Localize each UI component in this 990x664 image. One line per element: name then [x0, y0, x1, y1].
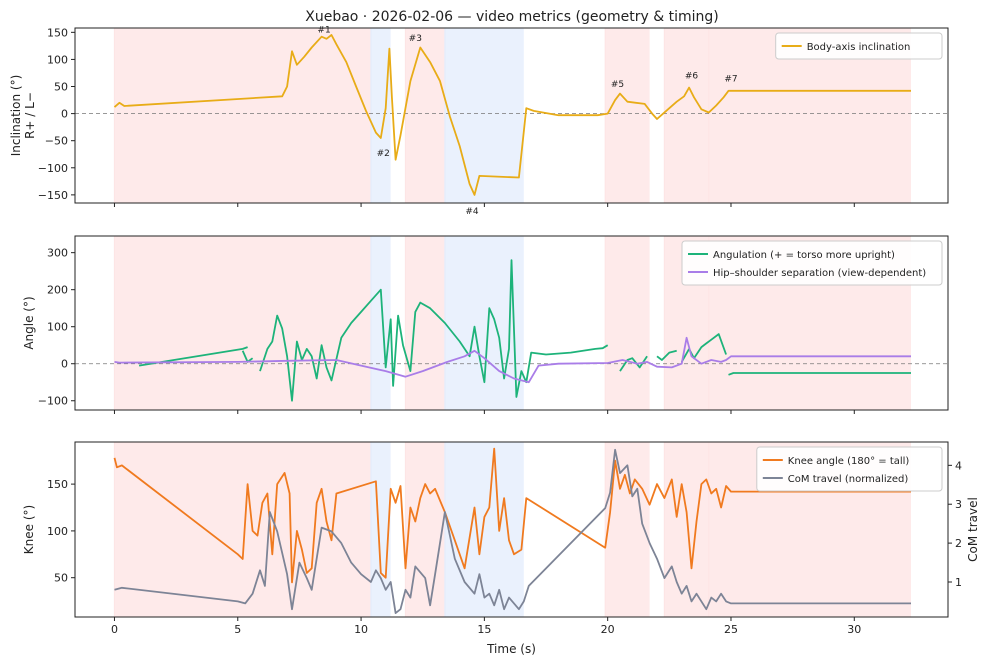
- shaded-interval: [370, 28, 391, 203]
- axes-frame: [74, 441, 949, 618]
- shaded-interval: [114, 236, 371, 410]
- series-line-1: [656, 349, 677, 361]
- legend-entry: Angulation (+ = torso more upright): [713, 250, 895, 261]
- series-line-1: [138, 346, 248, 367]
- peak-label: #7: [724, 74, 737, 84]
- x-tick-label: 15: [477, 623, 491, 636]
- series-group: [113, 34, 911, 196]
- y-right-tick-label: 3: [955, 498, 962, 511]
- legend-entry: Body-axis inclination: [807, 42, 911, 53]
- y-tick-label: −50: [45, 135, 68, 148]
- y-tick-label: 200: [47, 284, 68, 297]
- series-group: [114, 259, 911, 402]
- series-line-1: [259, 259, 609, 402]
- y-tick-label: 150: [47, 26, 68, 39]
- y-right-tick-label: 4: [955, 459, 962, 472]
- series-line-2: [114, 336, 911, 384]
- legend-box: [775, 32, 943, 60]
- peak-label: #1: [317, 26, 330, 36]
- shaded-interval: [370, 236, 391, 410]
- x-tick-label: 30: [847, 623, 861, 636]
- legend: Body-axis inclination: [775, 32, 943, 60]
- y-right-tick-label: 1: [955, 576, 962, 589]
- y-tick-label: 100: [47, 53, 68, 66]
- y-tick-label: 0: [61, 358, 68, 371]
- legend-entry: CoM travel (normalized): [788, 474, 909, 485]
- series-line-1: [113, 447, 911, 584]
- y-tick-label: −100: [38, 395, 68, 408]
- series-group: [113, 447, 911, 614]
- series-line-1: [728, 372, 911, 376]
- x-tick-label: 10: [354, 623, 368, 636]
- shaded-interval: [405, 28, 445, 203]
- x-tick-label: 20: [601, 623, 615, 636]
- y-axis-label: Angle (°): [22, 296, 36, 349]
- y-tick-label: −100: [38, 162, 68, 175]
- x-tick-label: 0: [111, 623, 118, 636]
- peak-label: #4: [465, 207, 479, 217]
- legend-box: [756, 446, 943, 492]
- y-tick-label: 0: [61, 108, 68, 121]
- series-line-1: [113, 34, 911, 196]
- axes-frame: [74, 27, 949, 204]
- legend: Knee angle (180° = tall) CoM travel (norm…: [756, 446, 943, 492]
- y-tick-label: 150: [47, 478, 68, 491]
- shaded-interval: [405, 236, 445, 410]
- shaded-interval: [114, 28, 371, 203]
- x-axis-label: Time (s): [486, 642, 536, 656]
- legend: Angulation (+ = torso more upright) Hip–s…: [681, 240, 943, 286]
- shaded-interval: [664, 28, 709, 203]
- peak-label: #2: [377, 149, 390, 159]
- legend-entry: Knee angle (180° = tall): [788, 456, 910, 467]
- shaded-interval: [605, 28, 650, 203]
- shaded-interval: [444, 442, 524, 617]
- y-right-axis-label: CoM travel: [966, 497, 980, 562]
- shaded-interval: [444, 28, 524, 203]
- y-right-tick-label: 2: [955, 537, 962, 550]
- y-tick-label: 300: [47, 247, 68, 260]
- y-axis-label: Inclination (°): [9, 75, 23, 157]
- y-tick-label: 50: [54, 81, 68, 94]
- legend-entry: Hip–shoulder separation (view-dependent): [713, 268, 926, 279]
- x-tick-label: 5: [234, 623, 241, 636]
- panel-2: −100 0 100 200 300 Angle (°) Angulation (+ = t…: [22, 235, 949, 414]
- shaded-interval: [605, 236, 650, 410]
- panel-3: 50 100 150 1 2 3 4 0 5 10 15 20 25 30 Knee (°) CoM trav…: [22, 441, 980, 656]
- peak-label: #3: [409, 34, 422, 44]
- y-tick-label: 100: [47, 321, 68, 334]
- peak-label: #6: [685, 72, 699, 82]
- figure-title: Xuebao · 2026-02-06 — video metrics (geo…: [305, 9, 719, 25]
- x-tick-label: 25: [724, 623, 738, 636]
- y-tick-label: 100: [47, 525, 68, 538]
- peak-label: #5: [611, 80, 624, 90]
- shaded-interval: [664, 442, 709, 617]
- panel-1: #1 #2 #3 #4 #5 #6 #7 −150 −100 −50 0 50 100 150 Inclin…: [9, 26, 949, 217]
- legend-box: [681, 240, 943, 286]
- series-line-2: [114, 448, 911, 614]
- y-axis-label: Knee (°): [22, 505, 36, 554]
- y-tick-label: −150: [38, 189, 68, 202]
- y-tick-label: 50: [54, 572, 68, 585]
- axes-frame: [74, 235, 949, 411]
- y-axis-sublabel: R+ / L−: [23, 92, 37, 139]
